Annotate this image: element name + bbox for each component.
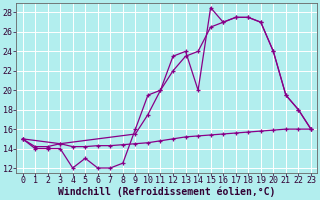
- X-axis label: Windchill (Refroidissement éolien,°C): Windchill (Refroidissement éolien,°C): [58, 187, 276, 197]
